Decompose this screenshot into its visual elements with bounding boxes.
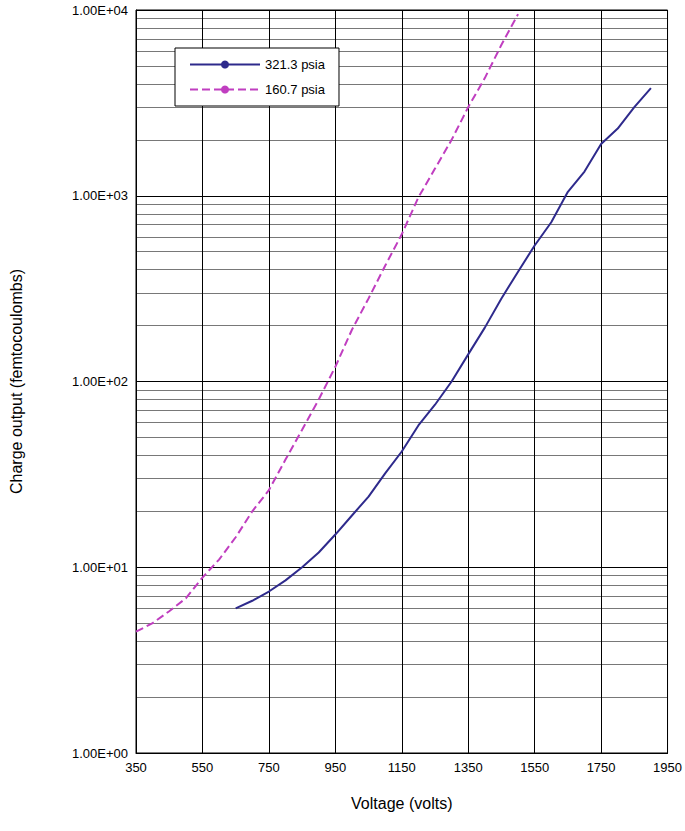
- svg-text:321.3 psia: 321.3 psia: [265, 57, 326, 72]
- svg-text:1.00E+03: 1.00E+03: [72, 188, 128, 203]
- svg-text:1.00E+01: 1.00E+01: [72, 560, 128, 575]
- svg-text:1550: 1550: [520, 760, 549, 775]
- svg-text:1750: 1750: [587, 760, 616, 775]
- svg-text:1950: 1950: [653, 760, 682, 775]
- svg-text:950: 950: [324, 760, 346, 775]
- svg-text:Charge output (femtocoulombs): Charge output (femtocoulombs): [8, 269, 25, 494]
- svg-text:1.00E+00: 1.00E+00: [72, 746, 128, 761]
- svg-text:1.00E+04: 1.00E+04: [72, 3, 128, 18]
- svg-text:160.7 psia: 160.7 psia: [265, 82, 326, 97]
- svg-text:750: 750: [258, 760, 280, 775]
- svg-text:1350: 1350: [454, 760, 483, 775]
- svg-text:350: 350: [125, 760, 147, 775]
- svg-text:Voltage (volts): Voltage (volts): [351, 795, 452, 812]
- svg-text:550: 550: [192, 760, 214, 775]
- svg-text:1.00E+02: 1.00E+02: [72, 374, 128, 389]
- svg-text:1150: 1150: [388, 760, 416, 775]
